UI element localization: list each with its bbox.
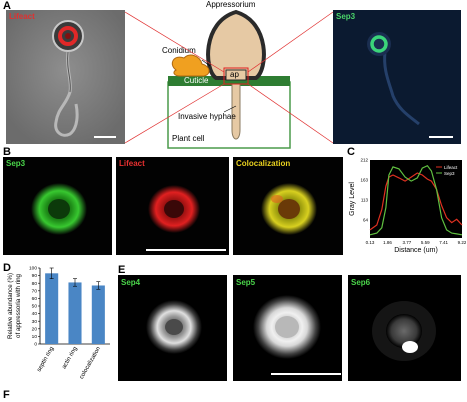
- bar-colocalization: [91, 285, 105, 344]
- series-line-sep3: [369, 164, 463, 236]
- panel-label-d: D: [3, 262, 11, 274]
- label-invasive-hyphae: Invasive hyphae: [178, 112, 236, 121]
- x-tick-label: 7.41: [439, 240, 448, 245]
- y-tick-label: 90: [32, 273, 38, 279]
- x-tick-label: 1.86: [383, 240, 392, 245]
- y-tick-label: 10: [32, 334, 38, 340]
- y-tick-label: 50: [32, 304, 38, 310]
- micrograph-lifeact-drawing: [6, 10, 125, 144]
- channel-label-e-sep5: Sep5: [236, 278, 256, 287]
- y-tick-label: 60: [32, 296, 38, 302]
- zoom-connector-lines: [124, 11, 334, 144]
- x-tick-label: 9.22: [458, 240, 466, 245]
- x-tick-label: actin ring: [61, 346, 78, 370]
- y-axis-label: Gray Level: [349, 182, 356, 216]
- y-tick-label: 80: [32, 281, 38, 287]
- label-ap: ap: [230, 70, 239, 79]
- micrograph-sep3: Sep3: [333, 10, 461, 144]
- channel-label-b-colocalization: Colocalization: [236, 159, 291, 168]
- micrograph-b-colocalization: Colocalization: [233, 157, 343, 255]
- x-tick-label: septin ring: [36, 346, 55, 373]
- y-tick-label: 163: [360, 177, 368, 182]
- channel-label-sep3: Sep3: [336, 12, 356, 21]
- channel-label-e-sep4: Sep4: [121, 278, 141, 287]
- y-tick-label: 100: [29, 266, 37, 272]
- label-appressorium: Appressorium: [206, 0, 256, 9]
- micrograph-e-sep5-drawing: [253, 295, 321, 359]
- y-tick-label: 70: [32, 288, 38, 294]
- scale-bar: [94, 136, 116, 138]
- micrograph-e-sep4: Sep4: [118, 275, 227, 381]
- panel-label-f: F: [3, 389, 10, 401]
- x-tick-label: colocalization: [79, 346, 102, 380]
- label-cuticle: Cuticle: [184, 76, 209, 85]
- plot-area: [370, 160, 462, 238]
- micrograph-sep3-drawing: [333, 10, 461, 144]
- y-axis-label-line2: of appressoria with ring: [15, 273, 22, 338]
- panel-label-b: B: [3, 146, 11, 158]
- micrograph-e-sep5: Sep5: [233, 275, 342, 381]
- channel-label-b-sep3: Sep3: [6, 159, 26, 168]
- panel-label-e: E: [118, 264, 126, 276]
- micrograph-b-sep3: Sep3: [3, 157, 112, 255]
- legend-label-lifeact: Lifeact: [444, 165, 458, 170]
- appressorium-diagram: Appressorium Conidium Cuticle ap Invasiv…: [140, 0, 316, 150]
- y-axis-label: Relative abundance (%): [7, 273, 14, 339]
- scale-bar: [429, 136, 453, 138]
- y-tick-label: 40: [32, 311, 38, 317]
- y-tick-label: 0: [34, 342, 37, 348]
- x-axis-label: Distance (um): [394, 247, 438, 254]
- legend-label-sep3: Sep3: [444, 171, 455, 176]
- micrograph-b-lifeact: Lifeact: [116, 157, 229, 255]
- x-tick-label: 5.59: [421, 240, 430, 245]
- y-tick-label: 20: [32, 326, 38, 332]
- y-tick-label: 212: [360, 158, 368, 163]
- scale-bar-b: [146, 249, 226, 251]
- channel-label-b-lifeact: Lifeact: [119, 159, 145, 168]
- y-tick-label: 64: [363, 218, 369, 223]
- y-tick-label: 30: [32, 319, 38, 325]
- micrograph-lifeact: Lifeact: [6, 10, 125, 144]
- diagram-drawing: [167, 9, 291, 149]
- bar-actin-ring: [68, 282, 82, 344]
- y-tick-label: 113: [361, 198, 369, 203]
- micrograph-b-lifeact-drawing: [148, 185, 200, 233]
- x-tick-label: 0.13: [366, 240, 375, 245]
- micrograph-b-sep3-drawing: [31, 183, 87, 235]
- micrograph-e-sep4-drawing: [146, 300, 202, 354]
- scale-bar-e: [271, 373, 341, 375]
- micrograph-e-sep6-drawing: [372, 301, 436, 361]
- panel-label-c: C: [347, 146, 355, 158]
- micrograph-e-sep6: Sep6: [348, 275, 461, 381]
- bar-septin-ring: [45, 273, 59, 344]
- x-tick-label: 3.77: [402, 240, 411, 245]
- micrograph-b-colocalization-drawing: [261, 183, 317, 235]
- channel-label-lifeact: Lifeact: [9, 12, 35, 21]
- panel-label-a: A: [3, 0, 11, 12]
- label-plant-cell: Plant cell: [172, 134, 205, 143]
- channel-label-e-sep6: Sep6: [351, 278, 371, 287]
- label-conidium: Conidium: [162, 46, 196, 55]
- series-line-lifeact: [369, 172, 463, 231]
